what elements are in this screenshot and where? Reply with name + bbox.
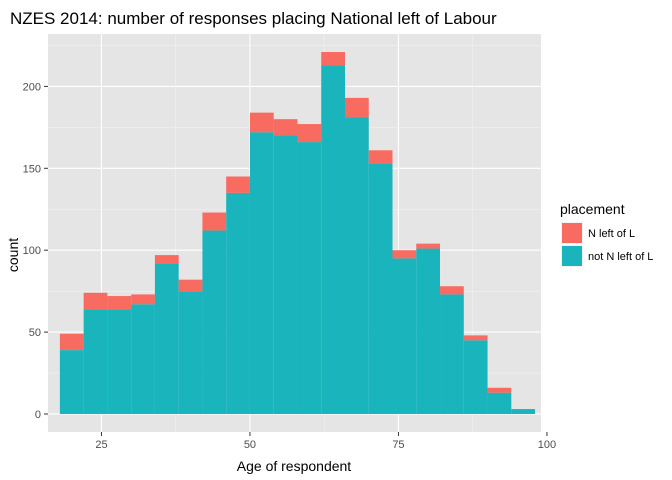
y-tick-label: 100 (23, 245, 41, 257)
bar-not-n-left-of-l (321, 65, 345, 414)
bar-not-n-left-of-l (392, 258, 417, 414)
bar-n-left-of-l (107, 296, 132, 310)
bar-n-left-of-l (249, 112, 274, 133)
bar-not-n-left-of-l (344, 117, 369, 414)
bar-not-n-left-of-l (463, 340, 488, 414)
y-tick-label: 0 (35, 409, 41, 421)
x-tick-label: 25 (95, 439, 107, 451)
chart-title: NZES 2014: number of responses placing N… (10, 9, 497, 28)
legend-label: not N left of L (588, 251, 653, 263)
bar-n-left-of-l (273, 119, 298, 136)
bar-not-n-left-of-l (297, 142, 322, 414)
legend-swatch (562, 223, 582, 243)
bar-n-left-of-l (226, 176, 250, 193)
legend-title: placement (560, 201, 625, 217)
bar-n-left-of-l (321, 52, 345, 66)
y-tick-label: 50 (29, 327, 41, 339)
x-axis: 25 50 75 100 (95, 432, 556, 451)
bar-not-n-left-of-l (226, 192, 250, 414)
bar-not-n-left-of-l (249, 132, 274, 414)
legend: placement N left of L not N left of L (560, 201, 653, 267)
bar-n-left-of-l (154, 255, 179, 264)
bar-n-left-of-l (416, 243, 441, 249)
bar-n-left-of-l (392, 250, 417, 259)
bar-n-left-of-l (131, 294, 155, 305)
legend-label: N left of L (588, 228, 635, 240)
bar-not-n-left-of-l (440, 294, 464, 414)
bar-not-n-left-of-l (107, 309, 132, 414)
y-axis-title: count (5, 238, 21, 272)
bar-not-n-left-of-l (202, 230, 227, 414)
bar-not-n-left-of-l (178, 291, 203, 414)
bar-n-left-of-l (202, 212, 227, 231)
bar-not-n-left-of-l (511, 409, 536, 414)
legend-swatch (562, 246, 582, 266)
bar-n-left-of-l (344, 97, 369, 118)
bar-n-left-of-l (440, 286, 464, 295)
bars (59, 52, 536, 414)
bar-n-left-of-l (83, 292, 108, 310)
bar-n-left-of-l (59, 333, 84, 351)
y-tick-label: 150 (23, 163, 41, 175)
bar-not-n-left-of-l (59, 350, 84, 414)
bar-n-left-of-l (463, 335, 488, 341)
bar-not-n-left-of-l (368, 163, 393, 414)
x-tick-label: 75 (392, 439, 404, 451)
bar-n-left-of-l (178, 279, 203, 292)
bar-not-n-left-of-l (487, 392, 512, 414)
y-tick-label: 200 (23, 81, 41, 93)
x-axis-title: Age of respondent (237, 458, 352, 474)
x-tick-label: 50 (244, 439, 256, 451)
bar-not-n-left-of-l (416, 248, 441, 414)
x-tick-label: 100 (538, 439, 556, 451)
bar-not-n-left-of-l (154, 263, 179, 414)
bar-n-left-of-l (487, 387, 512, 393)
bar-n-left-of-l (368, 150, 393, 164)
bar-not-n-left-of-l (131, 304, 155, 414)
bar-not-n-left-of-l (273, 135, 298, 414)
bar-n-left-of-l (297, 124, 322, 143)
bar-not-n-left-of-l (83, 309, 108, 414)
y-axis: 0 50 100 150 200 (23, 81, 48, 421)
